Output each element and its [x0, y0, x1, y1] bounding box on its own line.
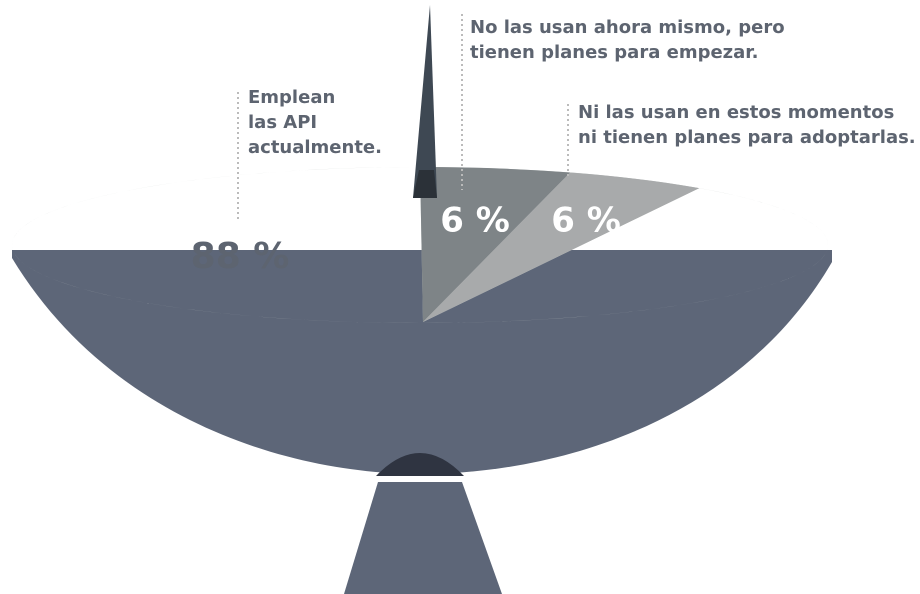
annotations: Emplean las API actualmente. No las usan ah… [237, 14, 916, 222]
dish-antenna [413, 5, 437, 198]
pie-slice [423, 172, 700, 322]
annotation-line: las API [248, 112, 317, 133]
pie: 88 % 6 % 6 % [12, 167, 829, 323]
annotation-line: Ni las usan en estos momentos [578, 102, 894, 123]
value-label: 6 % [551, 201, 621, 241]
annotation-line: ni tienen planes para adoptarlas. [578, 127, 916, 148]
value-label: 88 % [191, 236, 290, 277]
dish-antenna-base [413, 170, 437, 198]
pie-slice [420, 167, 571, 322]
annotation-line: Emplean [248, 87, 335, 108]
annotation-line: No las usan ahora mismo, pero [470, 17, 785, 38]
dish-joint [376, 453, 464, 476]
annotation: Emplean las API actualmente. [248, 87, 382, 158]
annotation-line: actualmente. [248, 137, 382, 158]
annotation: Ni las usan en estos momentos ni tienen p… [578, 102, 916, 148]
annotation: No las usan ahora mismo, pero tienen plan… [470, 17, 785, 63]
annotation-line: tienen planes para empezar. [470, 42, 758, 63]
dish-stand [344, 482, 502, 594]
dish-body [12, 250, 832, 474]
value-label: 6 % [440, 201, 510, 241]
